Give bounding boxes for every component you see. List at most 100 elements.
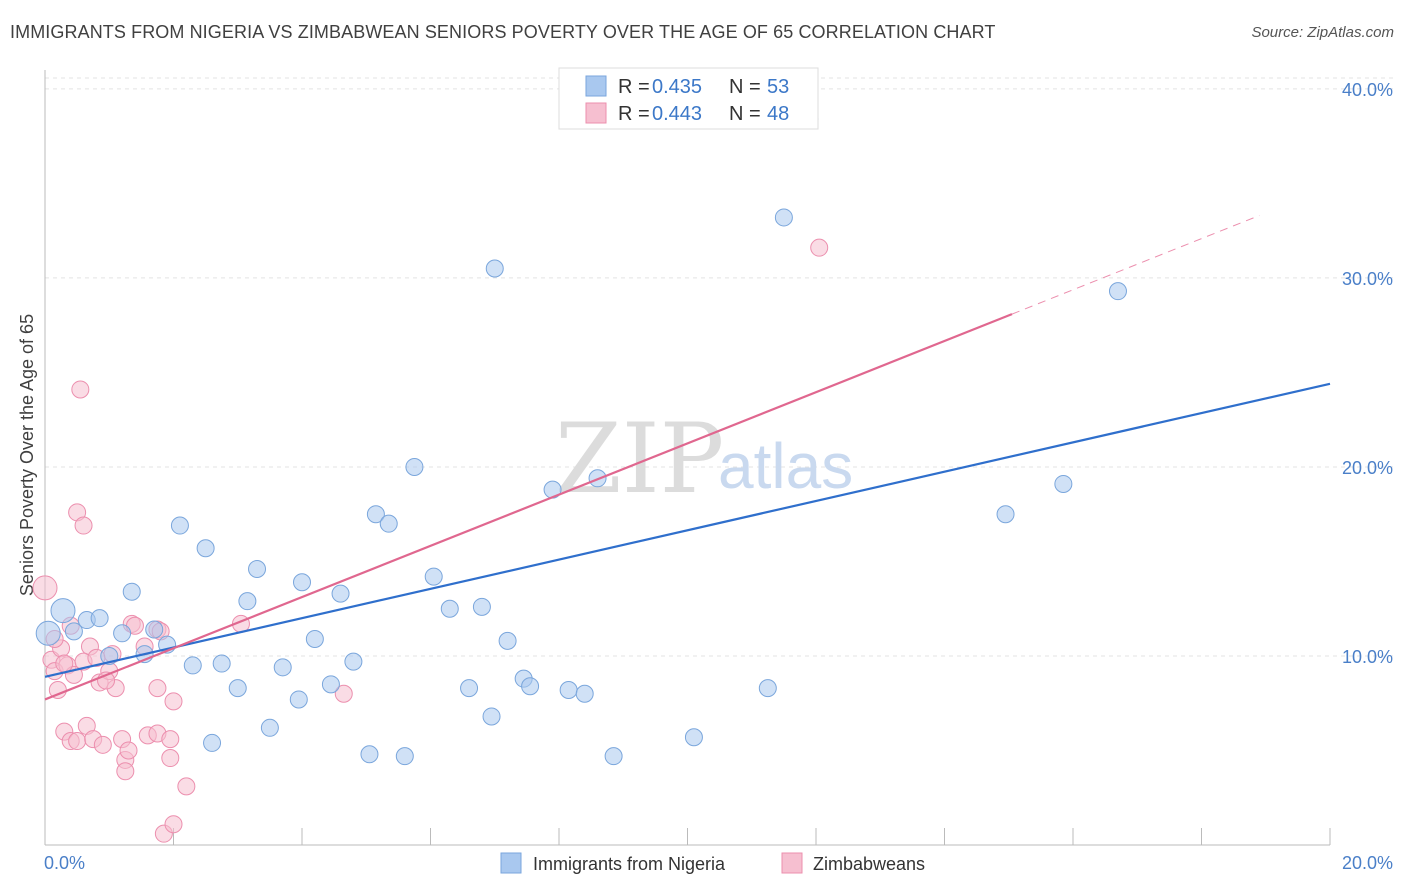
watermark: ZIP atlas	[555, 403, 853, 515]
legend-r-label: R =	[618, 103, 650, 125]
x-tick-label: 20.0%	[1342, 853, 1393, 873]
source-credit: Source: ZipAtlas.com	[1251, 24, 1394, 41]
data-point	[164, 815, 183, 834]
data-point	[161, 730, 180, 749]
data-point	[379, 514, 398, 533]
legend-n-label: N =	[729, 76, 761, 98]
legend-r-value: 0.435	[652, 76, 702, 98]
data-point	[774, 208, 793, 227]
y-tick-label: 40.0%	[1342, 80, 1393, 100]
data-point	[293, 573, 311, 592]
data-point	[116, 762, 135, 781]
data-point	[996, 505, 1015, 524]
data-point	[1108, 282, 1127, 301]
data-point	[485, 259, 504, 278]
nigeria-legend-label: Immigrants from Nigeria	[533, 854, 726, 874]
watermark-zip: ZIP	[555, 403, 724, 515]
data-point	[212, 654, 231, 673]
y-tick-label: 20.0%	[1342, 458, 1393, 478]
data-point	[460, 679, 479, 698]
data-point	[119, 741, 138, 760]
legend-r-value: 0.443	[652, 103, 702, 125]
data-point	[148, 679, 167, 698]
data-point	[604, 747, 623, 766]
data-point	[758, 679, 777, 698]
data-point	[93, 735, 112, 754]
data-point	[810, 238, 829, 257]
legend-box: R = 0.435 N = 53 R = 0.443 N = 48	[558, 67, 819, 130]
data-point	[366, 505, 385, 524]
data-point	[122, 582, 141, 601]
data-point	[273, 658, 292, 677]
data-point	[248, 560, 267, 579]
data-point	[90, 609, 109, 628]
data-point	[559, 681, 578, 699]
data-point	[1054, 474, 1073, 493]
data-point	[575, 684, 594, 703]
data-point	[74, 516, 93, 535]
pink-legend-swatch	[585, 102, 607, 124]
legend-n-value: 48	[767, 103, 789, 125]
data-point	[228, 679, 247, 698]
y-tick-label: 30.0%	[1342, 269, 1393, 289]
data-point	[472, 597, 491, 616]
data-point	[68, 732, 87, 751]
data-point	[35, 620, 61, 646]
y-axis-label: Seniors Poverty Over the Age of 65	[17, 314, 37, 596]
data-point	[440, 599, 459, 618]
data-point	[344, 652, 363, 671]
data-point	[289, 690, 308, 709]
bottom-legend: Immigrants from Nigeria Zimbabweans	[500, 852, 925, 874]
zimbabweans-legend-swatch	[781, 852, 803, 874]
legend-n-label: N =	[729, 103, 761, 125]
data-point	[360, 745, 379, 764]
data-point	[260, 718, 279, 737]
zimbabweans-trend-line	[44, 313, 1013, 701]
y-axis-tick-labels: 10.0% 20.0% 30.0% 40.0%	[1342, 80, 1393, 667]
legend-r-label: R =	[618, 76, 650, 98]
data-point	[482, 707, 501, 726]
zimbabweans-trend-extension	[1011, 215, 1260, 315]
data-point	[498, 631, 517, 650]
data-point	[196, 539, 215, 558]
data-point	[55, 654, 74, 673]
x-tick-label: 0.0%	[44, 853, 85, 873]
data-point	[331, 584, 350, 603]
data-point	[145, 620, 164, 639]
data-point	[183, 656, 202, 675]
data-point	[203, 733, 222, 752]
data-point	[334, 684, 353, 703]
data-point	[161, 749, 180, 768]
data-point	[521, 677, 540, 696]
axes	[44, 70, 1331, 846]
chart-title: IMMIGRANTS FROM NIGERIA VS ZIMBABWEAN SE…	[10, 22, 996, 42]
grid-lines	[45, 77, 1395, 657]
data-point	[64, 622, 83, 641]
legend-n-value: 53	[767, 76, 789, 98]
data-point	[238, 592, 257, 611]
data-point	[71, 380, 90, 399]
nigeria-trend-line	[44, 382, 1331, 678]
nigeria-legend-swatch	[500, 852, 522, 874]
trend-lines	[44, 215, 1331, 701]
data-point	[32, 575, 58, 601]
data-point	[395, 747, 414, 766]
data-point	[50, 598, 76, 624]
zimbabweans-legend-label: Zimbabweans	[813, 854, 925, 874]
watermark-atlas: atlas	[718, 430, 853, 502]
data-point	[177, 777, 196, 796]
data-point	[405, 457, 424, 476]
data-point	[424, 567, 443, 586]
nigeria-points	[35, 110, 1127, 766]
zimbabweans-points	[32, 238, 829, 843]
data-point	[321, 675, 340, 694]
y-tick-label: 10.0%	[1342, 647, 1393, 667]
data-point	[305, 629, 324, 648]
x-axis-tick-labels: 0.0% 20.0%	[44, 853, 1393, 873]
data-point	[164, 692, 183, 711]
data-point	[170, 516, 189, 535]
data-point	[684, 728, 703, 747]
blue-legend-swatch	[585, 75, 607, 97]
data-point	[113, 624, 132, 643]
